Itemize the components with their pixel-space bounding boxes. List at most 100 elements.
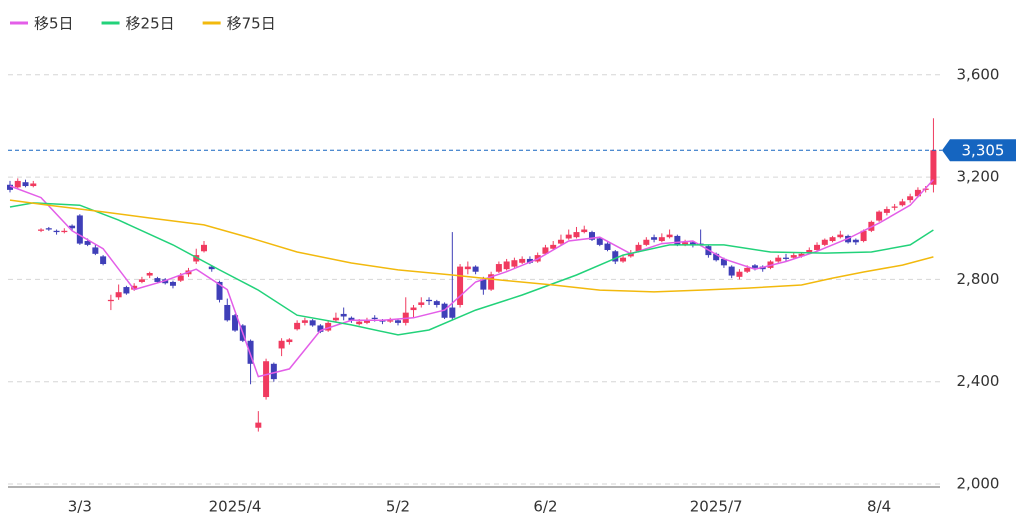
candle-body xyxy=(674,235,681,245)
candle-body xyxy=(348,317,355,321)
candle-body xyxy=(666,234,673,238)
candle-body xyxy=(154,278,161,282)
candle-body xyxy=(177,275,184,281)
y-tick-label: 3,200 xyxy=(957,168,1000,186)
candle-body xyxy=(146,273,153,276)
legend-label: 移75日 xyxy=(227,15,276,33)
candle-body xyxy=(53,230,60,233)
candle-body xyxy=(410,307,417,311)
candle-body xyxy=(519,258,526,263)
candle-body xyxy=(480,279,487,290)
candle-body xyxy=(612,251,619,262)
candle-body xyxy=(565,234,572,239)
candle-body xyxy=(914,189,921,197)
x-tick-label: 8/4 xyxy=(867,498,891,516)
candle-body xyxy=(92,247,99,254)
candle-body xyxy=(138,279,145,282)
candle-body xyxy=(69,225,76,229)
candle-body xyxy=(418,302,425,305)
candle-body xyxy=(488,274,495,290)
candle-body xyxy=(907,196,914,201)
candle-body xyxy=(682,242,689,245)
candle-body xyxy=(713,253,720,261)
candle-body xyxy=(511,260,518,267)
candle-body xyxy=(317,325,324,332)
candle-body xyxy=(526,258,533,263)
candle-body xyxy=(720,258,727,266)
candle-body xyxy=(100,256,107,265)
candle-body xyxy=(798,253,805,257)
y-tick-label: 2,000 xyxy=(957,475,1000,493)
candle-body xyxy=(495,264,502,272)
candle-body xyxy=(751,265,758,268)
candle-body xyxy=(131,285,138,290)
candle-body xyxy=(169,281,176,286)
candle-body xyxy=(433,301,440,305)
y-tick-label: 2,800 xyxy=(957,270,1000,288)
x-tick-label: 5/2 xyxy=(386,498,410,516)
y-tick-label: 3,600 xyxy=(957,65,1000,83)
last-price-tag xyxy=(942,139,1016,162)
candle-body xyxy=(332,317,339,321)
candle-body xyxy=(387,320,394,322)
candle-body xyxy=(883,209,890,213)
candle-body xyxy=(472,266,479,272)
candle-body xyxy=(294,322,301,330)
candle-body xyxy=(457,266,464,305)
candle-body xyxy=(783,257,789,259)
candle-body xyxy=(837,234,844,238)
candle-body xyxy=(464,266,471,270)
candle-body xyxy=(278,340,285,349)
x-tick-label: 2025/4 xyxy=(209,498,262,516)
candle-body xyxy=(596,238,603,245)
candle-body xyxy=(247,340,254,364)
candle-body xyxy=(38,229,45,231)
candle-body xyxy=(22,182,29,187)
candle-body xyxy=(550,244,557,249)
candle-body xyxy=(115,292,122,298)
candle-body xyxy=(891,206,898,208)
candle-body xyxy=(309,320,316,326)
legend-label: 移5日 xyxy=(34,15,74,33)
candle-body xyxy=(806,249,813,253)
ma-line xyxy=(9,199,934,293)
candle-body xyxy=(876,211,883,221)
candle-body xyxy=(728,266,735,276)
candle-body xyxy=(356,321,363,325)
candle-body xyxy=(208,266,215,270)
x-tick-label: 3/3 xyxy=(68,498,92,516)
candle-body xyxy=(263,361,270,398)
candle-body xyxy=(814,244,821,250)
candle-body xyxy=(503,261,510,270)
candle-body xyxy=(604,243,611,250)
candle-body xyxy=(658,237,665,242)
candle-body xyxy=(123,287,130,294)
last-price-label: 3,305 xyxy=(962,142,1005,160)
candle-body xyxy=(76,215,83,244)
candle-body xyxy=(216,281,223,300)
candle-body xyxy=(286,339,293,343)
y-tick-label: 2,400 xyxy=(957,372,1000,390)
candle-body xyxy=(301,320,308,323)
ma-line xyxy=(9,202,934,336)
candle-body xyxy=(775,257,782,262)
candle-body xyxy=(14,180,21,188)
legend-label: 移25日 xyxy=(126,15,175,33)
candle-body xyxy=(270,363,277,380)
candle-body xyxy=(860,230,867,242)
candle-body xyxy=(651,237,658,240)
candle-body xyxy=(620,257,627,262)
candle-body xyxy=(736,271,743,277)
candle-body xyxy=(790,255,797,258)
x-tick-label: 6/2 xyxy=(533,498,557,516)
candle-body xyxy=(84,241,91,245)
candle-body xyxy=(930,150,937,185)
candle-body xyxy=(325,322,332,331)
candle-body xyxy=(193,255,200,262)
candle-body xyxy=(395,320,401,323)
candle-body xyxy=(224,304,231,321)
candle-body xyxy=(30,183,37,187)
legend: 移5日 移25日 移75日 xyxy=(10,15,276,33)
candle-body xyxy=(829,237,836,242)
